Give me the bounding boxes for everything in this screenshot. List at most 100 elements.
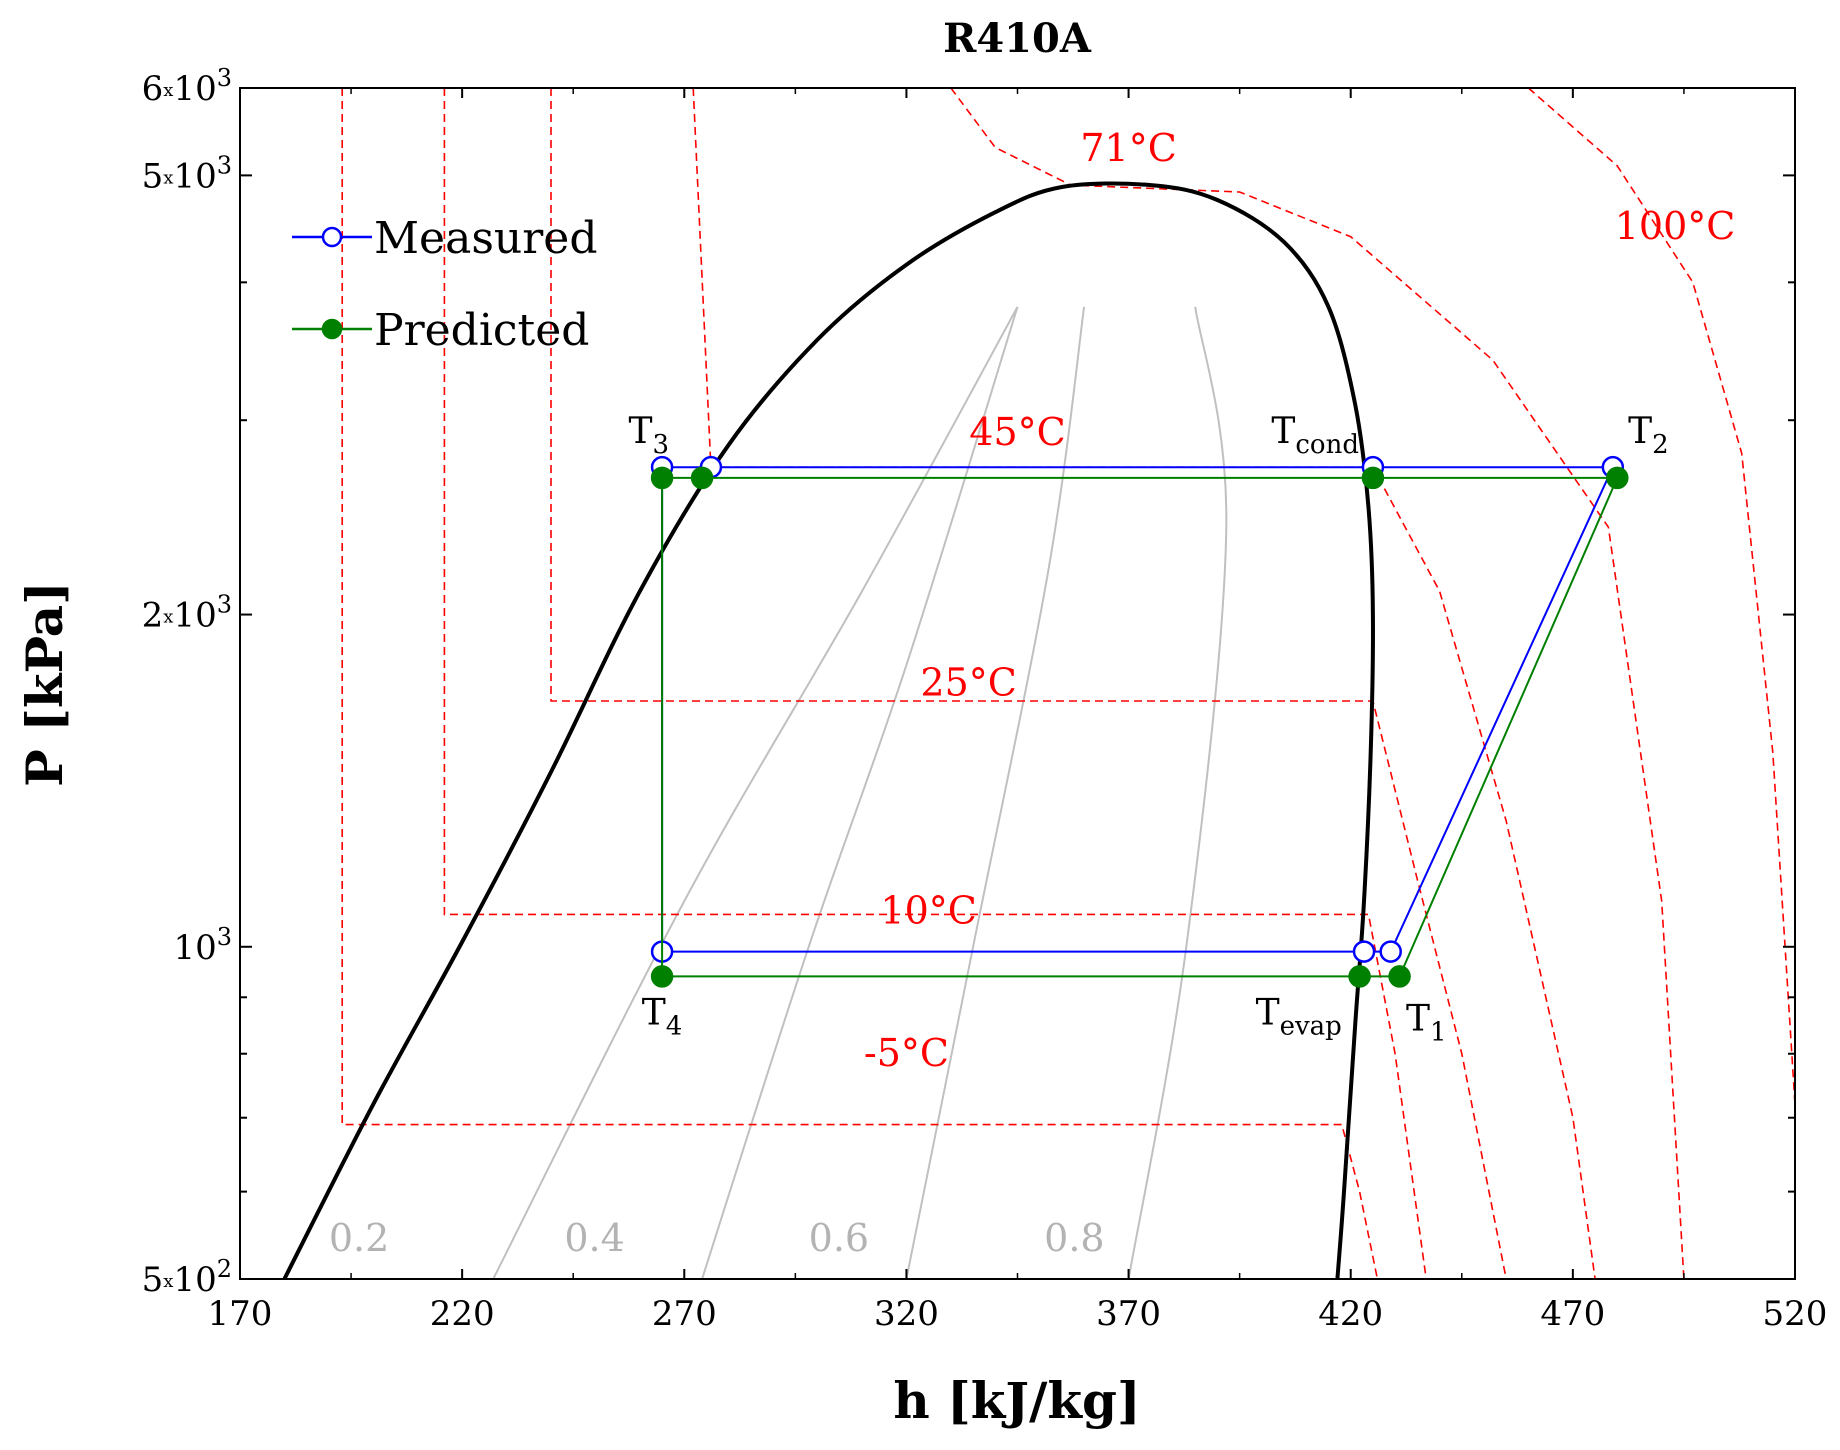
y-tick-times: x [163,80,173,101]
data-point [690,466,714,490]
state-label-main: T [1256,993,1280,1034]
legend-label: Measured [374,213,597,264]
state-label-sub: evap [1280,1012,1342,1042]
y-tick-label: 5x103 [142,151,232,196]
state-label-3: T3 [628,411,669,460]
isotherm-line-1 [443,88,1427,1279]
y-tick-exponent: 3 [217,64,232,92]
state-label-sub: 4 [666,1012,683,1042]
isotherm-label: 71°C [1080,126,1176,170]
saturation-dome-curve [282,181,1375,1279]
x-tick-label: 470 [1540,1294,1605,1334]
quality-label: 0.4 [564,1216,624,1260]
quality-label: 0.8 [1044,1216,1104,1260]
isotherm-line-4 [950,88,1685,1279]
y-tick-mantissa: 5 [142,156,164,196]
y-tick-base: 10 [173,928,216,968]
isotherm-line-5 [1527,88,1795,1105]
y-tick-label: 2x103 [142,591,232,636]
legend-marker [321,318,343,340]
x-tick-label: 220 [430,1294,495,1334]
quality-line-0.8 [1127,306,1228,1279]
isotherm-label: 25°C [920,660,1016,704]
y-tick-label: 103 [173,923,232,968]
isotherm-label: 45°C [969,410,1065,454]
chart-title: R410A [943,15,1092,62]
data-point [1352,940,1376,963]
legend-item-measured: Measured [292,213,597,264]
state-label-4: T4 [642,993,683,1042]
isotherm-label: -5°C [864,1031,949,1075]
state-label-main: T [1406,998,1430,1039]
state-label-cond: Tcond [1271,411,1359,460]
plot-area [282,88,1795,1279]
y-tick-exponent: 3 [217,151,232,179]
state-label-2: T2 [1628,411,1669,460]
y-tick-exponent: 3 [217,591,232,619]
y-tick-exponent: 3 [217,923,232,951]
y-tick-mantissa: 6 [142,69,164,109]
y-tick-label: 5x102 [142,1255,232,1300]
isotherm-label: 100°C [1615,204,1736,248]
plot-frame [239,87,1796,1280]
y-tick-label: 6x103 [142,64,232,109]
state-label-main: T [642,993,666,1034]
state-label-1: T1 [1406,998,1447,1047]
y-tick-mantissa: 2 [142,596,164,636]
y-tick-base: 10 [173,156,216,196]
cycle-series [650,455,1629,988]
state-label-main: T [1271,411,1295,452]
data-point [1379,940,1402,963]
saturation-dome [282,181,1375,1279]
isotherm-line-3 [692,88,1596,1279]
isotherm-label: 10°C [880,888,976,932]
state-label-main: T [628,411,652,452]
x-axis-label: h [kJ/kg] [893,1371,1140,1430]
series-measured [650,455,1625,963]
legend: Measured Predicted [292,213,597,356]
x-tick-label: 520 [1763,1294,1828,1334]
legend-label: Predicted [374,305,589,356]
data-point [1606,466,1629,490]
isotherm-line-2 [550,88,1507,1279]
state-label-main: T [1628,411,1652,452]
y-tick-times: x [163,1271,173,1292]
y-tick-times: x [163,607,173,628]
data-point [650,466,674,490]
quality-line-0.2 [492,306,1019,1279]
x-tick-label: 370 [1096,1294,1161,1334]
legend-item-predicted: Predicted [292,305,589,356]
data-point [1348,965,1371,988]
axes: 170 220 270 320 370 420 470 5205x1021032x1035x1… [142,64,1828,1334]
quality-line-0.6 [905,306,1086,1279]
y-tick-times: x [163,167,173,188]
y-tick-base: 10 [173,69,216,109]
data-point [1361,466,1385,490]
legend-marker [321,226,343,248]
y-axis-label: P [kPa] [15,581,74,787]
series-line-measured [661,466,1615,953]
y-tick-base: 10 [173,1260,216,1300]
data-point [1388,965,1411,988]
x-tick-label: 270 [652,1294,717,1334]
state-label-evap: Tevap [1256,993,1342,1042]
quality-label: 0.2 [329,1216,389,1260]
x-tick-label: 420 [1318,1294,1383,1334]
series-predicted [650,466,1629,988]
y-tick-mantissa: 5 [142,1260,164,1300]
quality-lines [492,306,1228,1279]
x-tick-label: 170 [208,1294,273,1334]
state-label-sub: cond [1295,430,1359,460]
quality-label: 0.6 [809,1216,869,1260]
y-tick-base: 10 [173,596,216,636]
isotherm-lines [341,88,1795,1279]
series-line-predicted [661,476,1619,978]
state-label-sub: 3 [652,430,669,460]
state-label-sub: 2 [1652,430,1669,460]
quality-line-0.4 [701,306,1019,1279]
x-tick-label: 320 [874,1294,939,1334]
data-point [650,965,674,988]
state-label-sub: 1 [1430,1017,1447,1047]
y-tick-exponent: 2 [217,1255,232,1283]
